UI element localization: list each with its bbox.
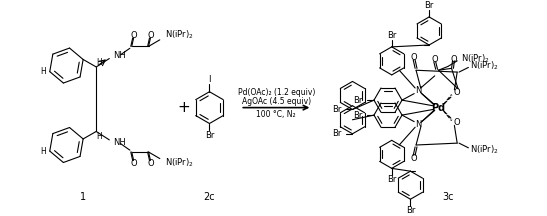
- Text: Br: Br: [353, 111, 363, 120]
- Text: 1: 1: [80, 192, 86, 202]
- Text: O: O: [454, 88, 461, 97]
- Text: Br: Br: [353, 96, 363, 105]
- Text: O: O: [450, 54, 457, 64]
- Text: H: H: [40, 147, 46, 156]
- Text: N(iPr)$_2$: N(iPr)$_2$: [461, 53, 490, 65]
- Text: Pd: Pd: [432, 103, 446, 113]
- Text: Br: Br: [387, 175, 397, 184]
- Text: N(iPr)$_2$: N(iPr)$_2$: [165, 29, 194, 41]
- Text: I: I: [208, 75, 211, 84]
- Text: H: H: [40, 67, 46, 76]
- Text: N: N: [415, 86, 421, 95]
- Text: N(iPr)$_2$: N(iPr)$_2$: [470, 143, 499, 156]
- Text: O: O: [454, 118, 461, 127]
- Text: O: O: [130, 159, 137, 168]
- Text: H: H: [96, 58, 102, 67]
- Text: 100 °C, N₂: 100 °C, N₂: [257, 110, 296, 119]
- Text: Br: Br: [406, 206, 415, 215]
- Text: N(iPr)$_2$: N(iPr)$_2$: [470, 59, 499, 72]
- Text: 3c: 3c: [442, 192, 453, 202]
- Text: 2c: 2c: [203, 192, 216, 202]
- Text: Br: Br: [332, 105, 341, 114]
- Text: Br: Br: [387, 31, 397, 40]
- Text: Br: Br: [424, 1, 434, 10]
- Text: AgOAc (4.5 equiv): AgOAc (4.5 equiv): [242, 97, 311, 106]
- Text: NH: NH: [113, 138, 126, 147]
- Text: NH: NH: [113, 51, 126, 60]
- Text: Br: Br: [205, 131, 214, 140]
- Text: O: O: [147, 31, 154, 40]
- Text: O: O: [411, 53, 417, 62]
- Text: +: +: [178, 100, 190, 115]
- Text: Pd(OAc)₂ (1.2 equiv): Pd(OAc)₂ (1.2 equiv): [237, 88, 315, 97]
- Text: O: O: [432, 54, 438, 64]
- Text: N: N: [415, 120, 421, 129]
- Text: O: O: [130, 31, 137, 40]
- Text: N(iPr)$_2$: N(iPr)$_2$: [165, 157, 194, 170]
- Text: O: O: [411, 154, 417, 163]
- Text: Br: Br: [332, 129, 341, 138]
- Text: H: H: [96, 132, 102, 141]
- Text: O: O: [147, 159, 154, 168]
